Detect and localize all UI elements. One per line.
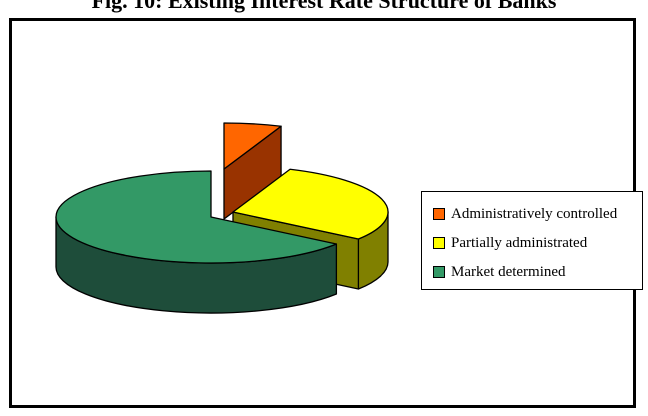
- legend-label: Administratively controlled: [451, 205, 618, 222]
- pie-tops: [55, 122, 389, 264]
- legend-item-market-determined: Market determined: [433, 263, 566, 281]
- legend-swatch: [433, 266, 445, 278]
- legend-label: Partially administrated: [451, 234, 588, 251]
- chart-title: Fig. 10: Existing Interest Rate Structur…: [91, 0, 557, 13]
- pie-slice-partially-administrated: [232, 168, 389, 240]
- pie-slice-administratively-controlled: [223, 122, 282, 170]
- pie-slice-market-determined: [55, 170, 338, 264]
- legend-swatch: [433, 208, 445, 220]
- legend-item-administratively-controlled: Administratively controlled: [433, 205, 617, 223]
- chart-legend: Administratively controlled Partially ad…: [421, 191, 643, 290]
- legend-label: Market determined: [451, 263, 566, 280]
- legend-swatch: [433, 237, 445, 249]
- legend-item-partially-administrated: Partially administrated: [433, 234, 587, 252]
